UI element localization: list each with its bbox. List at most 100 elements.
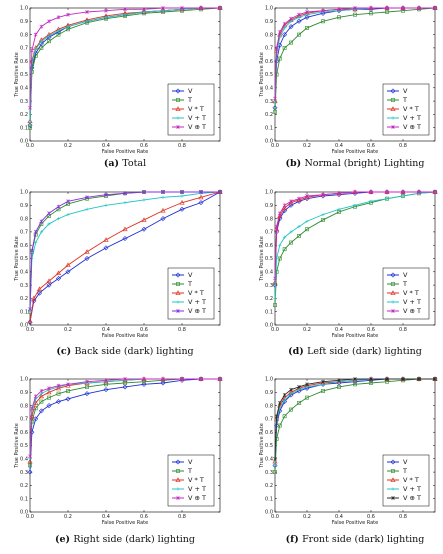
y-tick-label: 0.4 [265,457,273,463]
legend-marker [176,125,180,129]
data-point-4-4 [39,39,43,43]
panel-title: Front side (dark) lighting [302,534,424,545]
y-tick-label: 0.7 [20,46,28,52]
x-tick-label: 0.2 [303,514,311,520]
data-point-2-8 [85,385,89,389]
data-point-4-1 [273,296,277,300]
data-point-5-12 [385,190,389,194]
data-point-2-6 [297,233,301,238]
roc-panel-3: 0.0 0.1 0.2 0.3 0.4 0.5 0.6 0.7 0.8 0.9 1.0 0.0 0.2 0… [14,189,223,357]
data-point-1-8 [103,245,109,251]
legend-label: V + T [403,298,421,306]
data-point-5-1 [28,307,32,311]
data-point-3-10 [141,217,147,222]
y-tick-label: 0.3 [265,470,273,476]
data-point-4-4 [283,26,287,30]
data-point-4-1 [273,462,277,466]
data-point-5-8 [321,192,325,197]
legend-label: T [187,96,192,104]
data-point-3-6 [55,385,62,391]
data-point-1-3 [33,416,39,422]
data-point-5-10 [353,377,357,381]
data-point-5-15 [218,6,222,10]
y-tick-label: 0.3 [20,283,28,289]
legend-marker [176,496,180,500]
data-point-4-11 [369,199,373,203]
y-tick-label: 0.2 [20,483,28,489]
data-point-5-4 [39,219,44,224]
panel-caption: (c) Back side (dark) lighting [56,346,193,357]
legend-label: V [188,271,193,279]
data-point-4-3 [34,47,38,51]
y-tick-label: 0.2 [20,112,28,118]
data-point-4-7 [66,25,70,29]
data-point-5-13 [401,190,405,194]
y-tick-label: 0.9 [20,19,28,25]
data-point-5-2 [274,45,279,50]
data-point-2-5 [289,40,293,45]
y-tick-label: 1.0 [265,377,273,383]
data-point-5-12 [385,6,389,10]
data-point-4-1 [28,120,32,124]
data-point-1-12 [160,8,166,14]
x-tick-label: 0.0 [271,514,279,520]
legend-label: V + T [403,114,421,122]
data-point-4-6 [56,29,61,33]
y-tick-label: 0.7 [265,230,273,236]
data-point-4-5 [47,222,51,226]
data-point-4-4 [283,235,287,239]
data-point-5-9 [337,378,341,383]
data-point-3-5 [46,389,52,395]
data-point-5-5 [47,211,51,216]
y-tick-label: 0.8 [20,216,28,222]
data-point-1-11 [368,189,374,195]
data-point-2-3 [277,56,282,61]
data-point-5-10 [123,191,127,196]
x-tick-label: 0.8 [178,327,186,333]
legend-marker [175,272,181,278]
data-point-4-10 [353,203,357,207]
y-tick-label: 0.3 [265,99,273,105]
legend-marker [391,125,395,129]
data-point-2-1 [273,470,277,475]
legend-label: V [188,458,193,466]
data-point-5-11 [369,377,373,381]
y-tick-label: 0.2 [20,296,28,302]
data-point-4-6 [297,224,301,229]
data-point-5-3 [277,211,282,216]
legend-marker [391,309,395,313]
data-point-1-4 [46,282,52,288]
data-point-3-5 [55,270,62,276]
legend-marker [175,290,181,295]
y-tick-label: 0.1 [20,496,28,502]
legend-marker [391,300,395,304]
data-point-1-14 [416,5,422,11]
data-point-2-4 [282,247,287,252]
legend-marker [390,106,396,111]
data-point-1-12 [179,206,185,212]
legend-marker [176,98,180,102]
legend-label: V * T [188,105,204,113]
legend-marker [175,106,181,111]
y-tick-label: 0.9 [20,203,28,209]
data-point-4-10 [123,13,127,17]
data-point-2-8 [321,19,325,24]
data-point-1-5 [46,403,52,409]
data-point-3-9 [122,226,128,232]
panel-caption: (f) Front side (dark) lighting [286,534,425,545]
data-point-1-6 [65,269,71,275]
y-tick-label: 0.8 [265,216,273,222]
roc-panel-1: 0.0 0.1 0.2 0.3 0.4 0.5 0.6 0.7 0.8 0.9 1.0 0.0 0.2 0… [14,5,223,169]
x-tick-label: 0.0 [26,143,34,149]
panel-title: Total [122,158,146,169]
panel-letter: (d) [288,346,307,357]
data-point-3-1 [27,318,33,323]
legend-marker [391,98,395,102]
data-point-1-13 [400,189,406,195]
legend: VTV * TV + TV ⊕ T [167,454,215,507]
legend-marker [390,459,396,465]
x-tick-label: 0.4 [335,327,343,333]
data-point-5-7 [305,194,309,198]
x-axis-label: False Positive Rate [102,149,148,155]
data-point-2-9 [337,15,341,20]
